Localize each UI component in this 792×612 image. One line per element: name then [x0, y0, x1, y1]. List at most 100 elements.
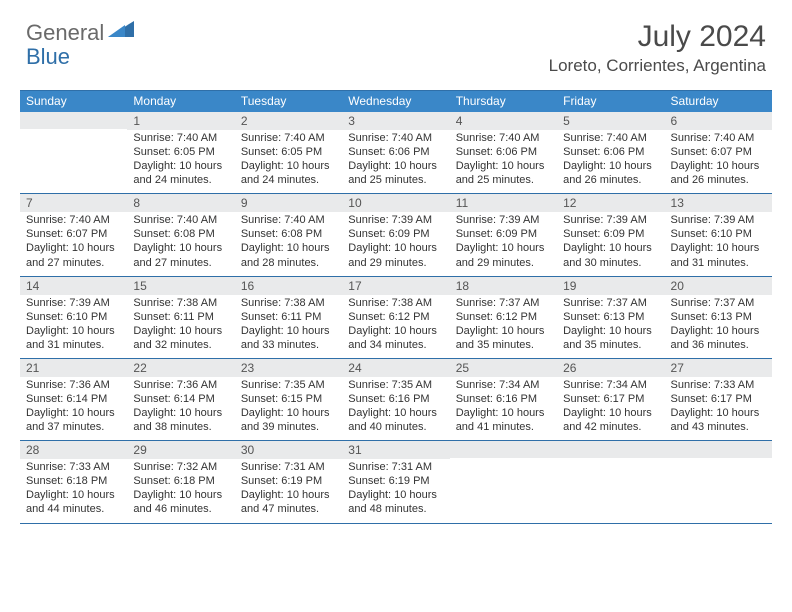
day-body: Sunrise: 7:35 AMSunset: 6:16 PMDaylight:…: [342, 377, 449, 440]
day-cell: [20, 112, 127, 193]
sunrise-line: Sunrise: 7:33 AM: [26, 460, 121, 474]
day-cell: 23Sunrise: 7:35 AMSunset: 6:15 PMDayligh…: [235, 359, 342, 440]
title-block: July 2024 Loreto, Corrientes, Argentina: [549, 20, 766, 76]
logo-triangle-icon: [108, 19, 134, 42]
day-number: 31: [342, 441, 449, 459]
daylight-line: Daylight: 10 hours and 42 minutes.: [563, 406, 658, 434]
daylight-line: Daylight: 10 hours and 35 minutes.: [563, 324, 658, 352]
daylight-line: Daylight: 10 hours and 24 minutes.: [241, 159, 336, 187]
sunset-line: Sunset: 6:08 PM: [241, 227, 336, 241]
day-cell: 18Sunrise: 7:37 AMSunset: 6:12 PMDayligh…: [450, 277, 557, 358]
sunrise-line: Sunrise: 7:33 AM: [671, 378, 766, 392]
sunrise-line: Sunrise: 7:38 AM: [348, 296, 443, 310]
day-body: [450, 458, 557, 516]
daylight-line: Daylight: 10 hours and 44 minutes.: [26, 488, 121, 516]
day-number: [665, 441, 772, 458]
sunrise-line: Sunrise: 7:40 AM: [26, 213, 121, 227]
day-body: Sunrise: 7:39 AMSunset: 6:09 PMDaylight:…: [557, 212, 664, 275]
day-body: Sunrise: 7:34 AMSunset: 6:17 PMDaylight:…: [557, 377, 664, 440]
day-number: 17: [342, 277, 449, 295]
sunset-line: Sunset: 6:17 PM: [671, 392, 766, 406]
daylight-line: Daylight: 10 hours and 38 minutes.: [133, 406, 228, 434]
logo-text-blue: Blue: [26, 44, 70, 69]
day-body: Sunrise: 7:40 AMSunset: 6:07 PMDaylight:…: [665, 130, 772, 193]
daylight-line: Daylight: 10 hours and 28 minutes.: [241, 241, 336, 269]
sunrise-line: Sunrise: 7:40 AM: [133, 213, 228, 227]
sunrise-line: Sunrise: 7:31 AM: [348, 460, 443, 474]
day-number: 29: [127, 441, 234, 459]
day-number: [450, 441, 557, 458]
day-cell: 16Sunrise: 7:38 AMSunset: 6:11 PMDayligh…: [235, 277, 342, 358]
day-cell: 28Sunrise: 7:33 AMSunset: 6:18 PMDayligh…: [20, 441, 127, 522]
day-number: 13: [665, 194, 772, 212]
day-number: 1: [127, 112, 234, 130]
daylight-line: Daylight: 10 hours and 27 minutes.: [26, 241, 121, 269]
day-cell: 3Sunrise: 7:40 AMSunset: 6:06 PMDaylight…: [342, 112, 449, 193]
sunrise-line: Sunrise: 7:40 AM: [133, 131, 228, 145]
day-body: Sunrise: 7:39 AMSunset: 6:10 PMDaylight:…: [665, 212, 772, 275]
daylight-line: Daylight: 10 hours and 46 minutes.: [133, 488, 228, 516]
day-cell: 22Sunrise: 7:36 AMSunset: 6:14 PMDayligh…: [127, 359, 234, 440]
sunset-line: Sunset: 6:15 PM: [241, 392, 336, 406]
daylight-line: Daylight: 10 hours and 27 minutes.: [133, 241, 228, 269]
day-number: 14: [20, 277, 127, 295]
day-body: Sunrise: 7:33 AMSunset: 6:18 PMDaylight:…: [20, 459, 127, 522]
sunrise-line: Sunrise: 7:39 AM: [671, 213, 766, 227]
sunset-line: Sunset: 6:19 PM: [348, 474, 443, 488]
day-cell: 7Sunrise: 7:40 AMSunset: 6:07 PMDaylight…: [20, 194, 127, 275]
day-number: 20: [665, 277, 772, 295]
day-cell: 24Sunrise: 7:35 AMSunset: 6:16 PMDayligh…: [342, 359, 449, 440]
day-body: Sunrise: 7:31 AMSunset: 6:19 PMDaylight:…: [342, 459, 449, 522]
sunset-line: Sunset: 6:12 PM: [456, 310, 551, 324]
week-row: 28Sunrise: 7:33 AMSunset: 6:18 PMDayligh…: [20, 441, 772, 523]
day-cell: 20Sunrise: 7:37 AMSunset: 6:13 PMDayligh…: [665, 277, 772, 358]
sunrise-line: Sunrise: 7:40 AM: [563, 131, 658, 145]
day-number: 16: [235, 277, 342, 295]
daylight-line: Daylight: 10 hours and 29 minutes.: [456, 241, 551, 269]
day-body: Sunrise: 7:36 AMSunset: 6:14 PMDaylight:…: [127, 377, 234, 440]
day-body: [557, 458, 664, 516]
daylight-line: Daylight: 10 hours and 32 minutes.: [133, 324, 228, 352]
week-row: 14Sunrise: 7:39 AMSunset: 6:10 PMDayligh…: [20, 277, 772, 359]
header: General July 2024 Loreto, Corrientes, Ar…: [0, 0, 792, 84]
day-number: 24: [342, 359, 449, 377]
sunset-line: Sunset: 6:18 PM: [133, 474, 228, 488]
day-body: Sunrise: 7:39 AMSunset: 6:10 PMDaylight:…: [20, 295, 127, 358]
day-number: 7: [20, 194, 127, 212]
day-of-week-cell: Saturday: [665, 91, 772, 112]
sunset-line: Sunset: 6:09 PM: [456, 227, 551, 241]
sunrise-line: Sunrise: 7:31 AM: [241, 460, 336, 474]
day-number: 9: [235, 194, 342, 212]
day-body: Sunrise: 7:35 AMSunset: 6:15 PMDaylight:…: [235, 377, 342, 440]
sunrise-line: Sunrise: 7:37 AM: [671, 296, 766, 310]
month-title: July 2024: [549, 20, 766, 54]
day-cell: 13Sunrise: 7:39 AMSunset: 6:10 PMDayligh…: [665, 194, 772, 275]
daylight-line: Daylight: 10 hours and 24 minutes.: [133, 159, 228, 187]
sunset-line: Sunset: 6:06 PM: [348, 145, 443, 159]
sunrise-line: Sunrise: 7:38 AM: [241, 296, 336, 310]
day-number: 11: [450, 194, 557, 212]
day-of-week-cell: Friday: [557, 91, 664, 112]
day-cell: 9Sunrise: 7:40 AMSunset: 6:08 PMDaylight…: [235, 194, 342, 275]
day-of-week-cell: Wednesday: [342, 91, 449, 112]
day-number: 5: [557, 112, 664, 130]
daylight-line: Daylight: 10 hours and 25 minutes.: [456, 159, 551, 187]
sunrise-line: Sunrise: 7:39 AM: [26, 296, 121, 310]
sunset-line: Sunset: 6:11 PM: [133, 310, 228, 324]
daylight-line: Daylight: 10 hours and 41 minutes.: [456, 406, 551, 434]
daylight-line: Daylight: 10 hours and 36 minutes.: [671, 324, 766, 352]
sunset-line: Sunset: 6:16 PM: [456, 392, 551, 406]
day-cell: 27Sunrise: 7:33 AMSunset: 6:17 PMDayligh…: [665, 359, 772, 440]
daylight-line: Daylight: 10 hours and 29 minutes.: [348, 241, 443, 269]
day-number: [20, 112, 127, 129]
day-cell: 8Sunrise: 7:40 AMSunset: 6:08 PMDaylight…: [127, 194, 234, 275]
daylight-line: Daylight: 10 hours and 48 minutes.: [348, 488, 443, 516]
sunset-line: Sunset: 6:08 PM: [133, 227, 228, 241]
sunset-line: Sunset: 6:16 PM: [348, 392, 443, 406]
sunset-line: Sunset: 6:05 PM: [133, 145, 228, 159]
logo-text-general: General: [26, 20, 104, 46]
sunrise-line: Sunrise: 7:39 AM: [563, 213, 658, 227]
day-number: 19: [557, 277, 664, 295]
sunrise-line: Sunrise: 7:32 AM: [133, 460, 228, 474]
day-body: Sunrise: 7:40 AMSunset: 6:08 PMDaylight:…: [127, 212, 234, 275]
